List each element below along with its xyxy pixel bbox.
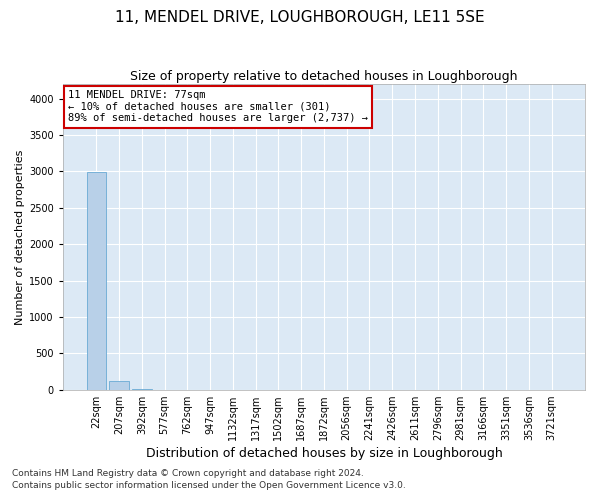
Text: 11 MENDEL DRIVE: 77sqm
← 10% of detached houses are smaller (301)
89% of semi-de: 11 MENDEL DRIVE: 77sqm ← 10% of detached… xyxy=(68,90,368,124)
Y-axis label: Number of detached properties: Number of detached properties xyxy=(15,149,25,324)
Title: Size of property relative to detached houses in Loughborough: Size of property relative to detached ho… xyxy=(130,70,518,83)
Text: Contains HM Land Registry data © Crown copyright and database right 2024.
Contai: Contains HM Land Registry data © Crown c… xyxy=(12,469,406,490)
Bar xyxy=(109,382,129,390)
Text: 11, MENDEL DRIVE, LOUGHBOROUGH, LE11 5SE: 11, MENDEL DRIVE, LOUGHBOROUGH, LE11 5SE xyxy=(115,10,485,25)
Bar xyxy=(86,172,106,390)
X-axis label: Distribution of detached houses by size in Loughborough: Distribution of detached houses by size … xyxy=(146,447,502,460)
